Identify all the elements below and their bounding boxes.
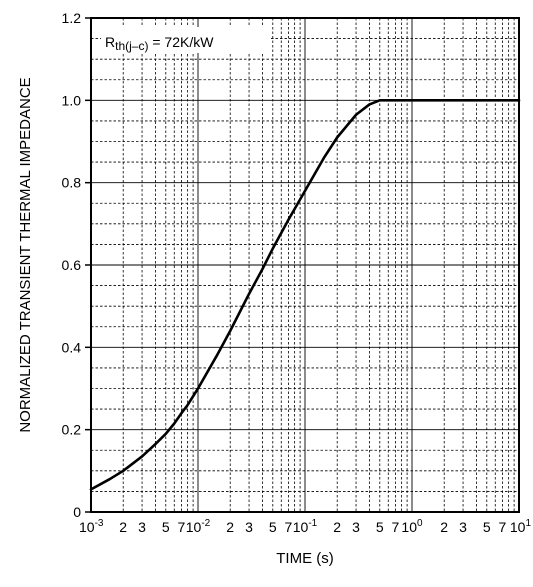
x-tick-label-minor: 7 — [499, 519, 507, 535]
y-axis-title: NORMALIZED TRANSIENT THERMAL IMPEDANCE — [17, 77, 34, 432]
x-tick-label-decade: 100 — [401, 518, 423, 535]
y-tick-label: 1.0 — [62, 92, 82, 108]
y-tick-label: 1.2 — [62, 10, 82, 26]
rth-annotation: Rth(j–c) = 72K/kW — [105, 34, 214, 53]
x-tick-label-exponent: 1 — [525, 518, 531, 529]
y-tick-label: 0.2 — [62, 422, 82, 438]
x-tick-label-minor: 2 — [440, 519, 448, 535]
rth-annotation-main: R — [105, 34, 115, 50]
x-tick-label-base: 10 — [510, 519, 526, 535]
x-tick-label-exponent: 0 — [417, 518, 423, 529]
x-tick-label-decade: 10-3 — [79, 518, 104, 535]
frame-layer — [85, 17, 520, 513]
x-tick-label-minor: 2 — [119, 519, 127, 535]
y-tick-label: 0.6 — [62, 257, 82, 273]
x-tick-label-minor: 5 — [483, 519, 491, 535]
x-tick-label-decade: 10-1 — [293, 518, 318, 535]
x-tick-label-minor: 5 — [269, 519, 277, 535]
y-tick-label: 0.8 — [62, 175, 82, 191]
x-tick-label-minor: 3 — [138, 519, 146, 535]
x-tick-label-base: 10 — [186, 519, 202, 535]
x-tick-label-minor: 7 — [285, 519, 293, 535]
x-tick-label-minor: 3 — [352, 519, 360, 535]
x-tick-label-exponent: -2 — [201, 518, 210, 529]
rth-annotation-value: = 72K/kW — [148, 34, 214, 50]
x-tick-label-base: 10 — [79, 519, 95, 535]
x-tick-label-minor: 3 — [459, 519, 467, 535]
x-tick-label-exponent: -3 — [95, 518, 104, 529]
y-tick-label: 0 — [73, 504, 81, 520]
series-line-1 — [89, 99, 521, 491]
annotation-background — [101, 27, 269, 53]
grid-layer — [91, 18, 519, 512]
data-layer — [89, 99, 521, 491]
x-tick-label-minor: 2 — [226, 519, 234, 535]
x-tick-label-minor: 3 — [245, 519, 253, 535]
x-tick-label-decade: 10-2 — [186, 518, 211, 535]
x-tick-label-base: 10 — [401, 519, 417, 535]
x-tick-label-base: 10 — [293, 519, 309, 535]
y-tick-label: 0.4 — [62, 339, 82, 355]
x-tick-label-minor: 5 — [162, 519, 170, 535]
x-tick-label-minor: 2 — [333, 519, 341, 535]
x-tick-label-minor: 5 — [376, 519, 384, 535]
x-tick-label-minor: 7 — [392, 519, 400, 535]
label-layer: Rth(j–c) = 72K/kW00.20.40.60.81.01.210-3… — [17, 10, 531, 567]
x-tick-label-decade: 101 — [510, 518, 532, 535]
rth-annotation-subscript: th(j–c) — [115, 39, 148, 53]
x-tick-label-exponent: -1 — [308, 518, 317, 529]
x-axis-title: TIME (s) — [276, 550, 334, 567]
x-tick-label-minor: 7 — [178, 519, 186, 535]
